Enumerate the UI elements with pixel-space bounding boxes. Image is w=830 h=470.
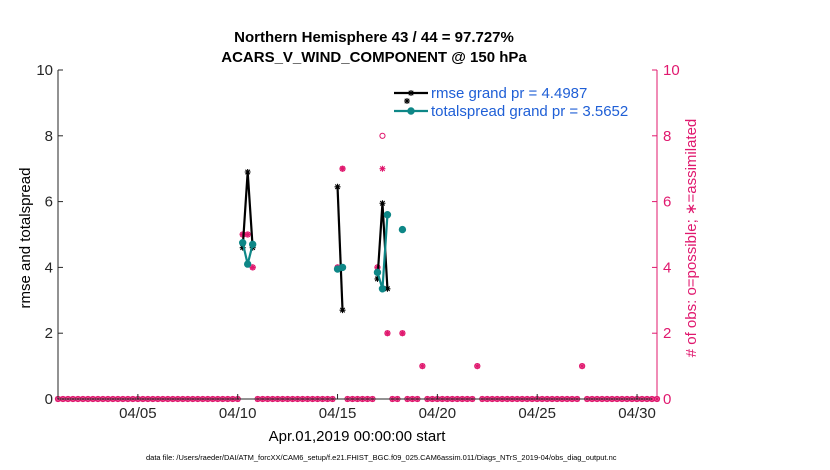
obs-possible-marker: [379, 132, 386, 139]
x-tick-label: 04/15: [319, 405, 357, 422]
data-file-footnote: data file: /Users/raeder/DAI/ATM_forcXX/…: [146, 453, 617, 462]
y-axis-label-right: # of obs: o=possible; ∗=assimilated: [683, 119, 700, 358]
totalspread-point: [238, 239, 247, 247]
totalspread-point: [338, 263, 347, 272]
y-tick-label-right: 6: [663, 194, 671, 211]
rmse-point: [244, 168, 251, 175]
y-tick-label-left: 8: [45, 128, 53, 145]
axes: 0 2 4 6 8 10 0 2 4 6 8 10 04/05 04/10 04/15 04/20 04/25 0…: [36, 62, 679, 422]
totalspread-point: [383, 211, 392, 219]
y-tick-label-left: 4: [45, 259, 53, 276]
y-tick-label-right: 2: [663, 325, 671, 342]
y-tick-label-right: 4: [663, 259, 671, 276]
rmse-point: [384, 285, 391, 292]
x-tick-label: 04/10: [219, 405, 257, 422]
y-tick-label-left: 0: [45, 391, 53, 408]
totalspread-point: [378, 285, 387, 293]
obs-assimilated-marker: [379, 165, 386, 172]
rmse-point: [374, 275, 381, 282]
rmse-line: [336, 186, 344, 311]
x-tick-label: 04/30: [618, 405, 656, 422]
obs-assimilated-marker: [384, 330, 391, 337]
obs-assimilated-marker: [419, 363, 426, 370]
chart-title: Northern Hemisphere 43 / 44 = 97.727%: [234, 29, 514, 46]
legend-rmse-marker: [408, 90, 414, 96]
totalspread-point: [248, 240, 257, 249]
legend-asterisk-marker: [404, 98, 410, 104]
legend-totalspread-marker: [407, 107, 415, 115]
rmse-point: [339, 307, 346, 314]
x-axis-label: Apr.01,2019 00:00:00 start: [269, 428, 447, 445]
totalspread-point: [398, 225, 407, 234]
x-tick-label: 04/20: [419, 405, 457, 422]
totalspread-point: [373, 268, 382, 277]
series-lines: [238, 168, 407, 314]
rmse-point: [334, 183, 341, 190]
x-tick-label: 04/05: [119, 405, 157, 422]
rmse-point: [379, 200, 386, 207]
y-axis-label-left: rmse and totalspread: [17, 168, 34, 309]
y-tick-label-left: 6: [45, 194, 53, 211]
x-tick-label: 04/25: [518, 405, 556, 422]
y-tick-label-right: 10: [663, 62, 680, 79]
y-tick-label-left: 10: [36, 62, 53, 79]
obs-assimilated-marker: [244, 231, 251, 238]
obs-assimilated-marker: [474, 363, 481, 370]
obs-assimilated-marker: [249, 264, 256, 271]
legend-rmse-label: rmse grand pr = 4.4987: [431, 85, 587, 102]
obs-assimilated-marker: [579, 363, 586, 370]
obs-assimilated-marker: [399, 330, 406, 337]
plot-area: [58, 70, 657, 399]
obs-assimilated-marker: [339, 165, 346, 172]
y-tick-label-left: 2: [45, 325, 53, 342]
y-tick-label-right: 8: [663, 128, 671, 145]
rmse-point: [239, 244, 246, 251]
legend-totalspread-label: totalspread grand pr = 3.5652: [431, 103, 628, 120]
totalspread-point: [243, 260, 252, 268]
plot-background: [58, 70, 657, 399]
y-tick-label-right: 0: [663, 391, 671, 408]
chart-subtitle: ACARS_V_WIND_COMPONENT @ 150 hPa: [221, 49, 527, 66]
